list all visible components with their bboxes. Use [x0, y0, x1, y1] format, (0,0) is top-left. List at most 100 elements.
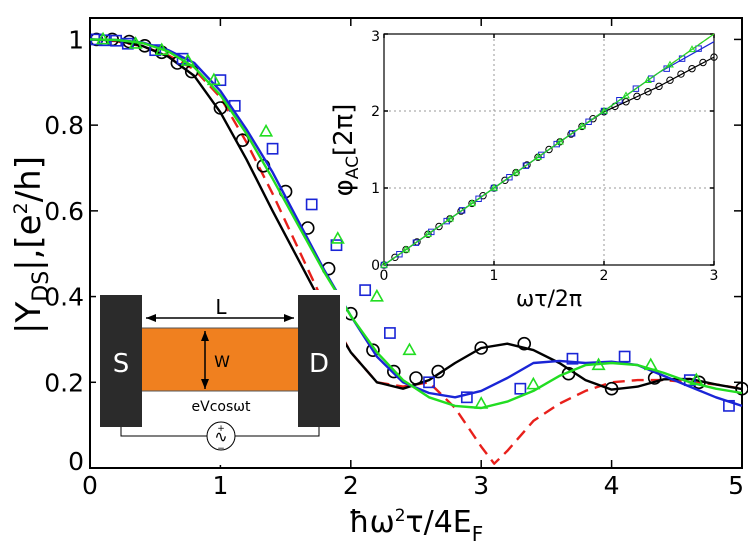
marker-black [604, 381, 619, 396]
series-line-analytic [89, 38, 743, 465]
marker-blue [522, 162, 530, 169]
marker-black [633, 92, 641, 101]
ac-source [206, 421, 236, 451]
marker-green [380, 260, 388, 268]
series-line-green [89, 38, 743, 410]
marker-green [446, 214, 454, 222]
x-tick-label: 2 [600, 268, 609, 284]
x-tick-label: 0 [82, 471, 98, 500]
x-tick-label: 1 [212, 471, 228, 500]
marker-green [512, 168, 520, 176]
marker-blue [568, 130, 576, 137]
inset-y-axis-label: φAC[2π] [329, 104, 363, 197]
marker-green [424, 229, 432, 237]
marker-black [688, 64, 696, 73]
inset-grid [384, 34, 714, 265]
length-label: L [215, 295, 227, 319]
y-tick-label: 0 [68, 447, 84, 476]
inset-data [380, 33, 718, 269]
marker-black [474, 341, 489, 355]
marker-blue [396, 251, 403, 258]
marker-green [180, 53, 195, 66]
x-tick-label: 1 [490, 268, 499, 284]
x-tick-label: 2 [343, 471, 359, 500]
main-x-axis-label: ħω2τ/4EF [349, 505, 484, 541]
y-tick-label: 0 [371, 258, 380, 274]
length-arrow-head-left [146, 314, 156, 322]
main-plot-frame [89, 17, 743, 469]
drive-label: eVcosωt [192, 399, 251, 415]
marker-green [600, 106, 608, 114]
marker-blue [723, 399, 735, 412]
ac-minus: − [217, 444, 225, 454]
ac-source-symbol: ∿ [214, 427, 227, 446]
marker-black [387, 364, 401, 379]
marker-black [710, 53, 718, 61]
marker-blue [423, 376, 435, 389]
drain-label: D [309, 349, 329, 379]
marker-black [699, 58, 707, 67]
y-tick-label: 2 [371, 104, 380, 120]
marker-black [655, 82, 663, 91]
marker-green [526, 376, 541, 390]
marker-green [591, 357, 606, 371]
series-line-green [383, 33, 715, 266]
marker-green [330, 231, 345, 244]
marker-green [644, 75, 652, 83]
marker-green [369, 288, 384, 302]
width-label: W [214, 352, 230, 371]
marker-blue [618, 350, 631, 363]
marker-green [689, 372, 704, 386]
marker-green [95, 31, 111, 45]
marker-green [688, 45, 696, 53]
y-tick-label: 0.6 [44, 197, 84, 226]
x-tick-label: 3 [473, 471, 489, 500]
marker-blue [632, 85, 640, 92]
marker-green [474, 396, 489, 409]
marker-green [402, 342, 417, 356]
length-arrow-head-right [284, 314, 294, 322]
marker-black [431, 364, 445, 379]
marker-green [258, 123, 274, 137]
marker-black [366, 343, 380, 357]
marker-black [644, 88, 652, 96]
marker-blue [412, 239, 420, 246]
marker-blue [384, 327, 396, 339]
marker-blue [585, 118, 592, 125]
marker-blue [566, 352, 579, 365]
marker-green [643, 357, 658, 371]
marker-blue [359, 284, 372, 297]
device-schematic: S D L W eVcosωt ∿ + − [96, 290, 346, 465]
x-tick-label: 5 [728, 471, 744, 500]
marker-black [735, 381, 748, 396]
marker-blue [149, 44, 162, 57]
channel-rect [140, 328, 300, 391]
marker-blue [514, 382, 527, 395]
marker-green [402, 245, 410, 253]
circuit-wire [120, 427, 207, 437]
marker-blue [506, 174, 513, 181]
marker-green [490, 183, 498, 191]
x-tick-label: 3 [710, 268, 719, 284]
ac-plus: + [217, 424, 225, 434]
marker-green [128, 36, 143, 49]
y-tick-label: 1 [371, 181, 380, 197]
marker-black [235, 133, 250, 147]
width-arrow-head-bottom [201, 379, 209, 389]
main-y-axis-label: |ΥDS|,[e2/h] [9, 156, 54, 334]
y-tick-label: 0.8 [44, 111, 84, 140]
marker-black [409, 371, 423, 385]
marker-green [154, 42, 169, 56]
inset-ticks: 0 1 2 3 0 1 2 3 [371, 29, 718, 284]
marker-blue [458, 207, 466, 214]
source-contact [100, 295, 142, 427]
marker-green [534, 152, 542, 160]
inset-x-axis-label: ωτ/2π [516, 287, 582, 312]
x-tick-label: 4 [604, 471, 620, 500]
inset-plot-frame [383, 33, 715, 266]
width-arrow-head-top [201, 331, 209, 341]
marker-green [578, 122, 586, 130]
marker-blue [475, 195, 482, 202]
main-ticks: 0 1 2 3 4 5 0 0.2 0.4 0.6 0.8 1 [44, 18, 744, 500]
